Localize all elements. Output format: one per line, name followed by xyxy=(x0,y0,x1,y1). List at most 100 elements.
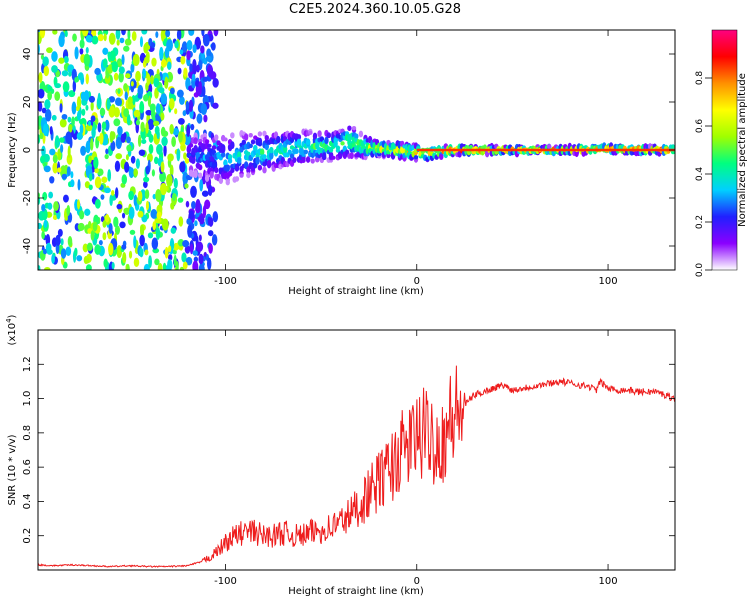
spectrogram-noise-blob xyxy=(108,222,113,234)
spectrogram-noise-blob xyxy=(180,55,186,65)
spectrogram-noise-blob xyxy=(85,257,90,264)
spectrogram-noise-blob xyxy=(153,156,159,165)
spectrogram-noise-blob xyxy=(195,198,201,211)
spectrogram-noise-blob xyxy=(212,77,219,88)
y-tick-label: 0.6 xyxy=(22,459,33,475)
spectrogram-noise-blob xyxy=(144,249,149,256)
spectrogram-noise-blob xyxy=(70,179,75,188)
spectrogram-noise-blob xyxy=(139,234,145,247)
spectrogram-noise-blob xyxy=(114,187,119,199)
spectrogram-noise-blob xyxy=(102,58,108,69)
spectrogram-noise-blob xyxy=(67,236,73,247)
spectrogram-noise-blob xyxy=(76,132,83,141)
spectrogram-noise-blob xyxy=(201,190,209,197)
spectrogram-ridge-blob xyxy=(220,151,226,158)
spectrogram-noise-blob xyxy=(207,257,212,270)
spectrogram-ridge-blob xyxy=(546,144,552,149)
spectrogram-noise-blob xyxy=(164,47,170,59)
spectrogram-noise-blob xyxy=(42,123,49,136)
spectrogram-noise-blob xyxy=(172,249,177,255)
spectrogram-noise-blob xyxy=(143,176,150,183)
spectrogram-noise-blob xyxy=(145,200,149,211)
spectrogram-noise-blob xyxy=(99,132,104,145)
spectrogram-ridge-blob xyxy=(296,138,302,146)
colorbar-tick-label: 0.4 xyxy=(695,167,705,182)
spectrogram-ridge-blob xyxy=(315,157,320,163)
spectrogram-noise-blob xyxy=(198,81,202,91)
y-tick-label: -20 xyxy=(22,190,33,206)
spectrogram-noise-blob xyxy=(43,219,48,228)
spectrogram-noise-blob xyxy=(94,176,102,189)
spectrogram-noise-blob xyxy=(97,34,104,42)
spectrogram-noise-blob xyxy=(83,53,91,67)
spectrogram-noise-blob xyxy=(72,79,77,93)
spectrogram-noise-blob xyxy=(54,91,61,102)
spectrogram-noise-blob xyxy=(51,114,57,121)
spectrogram-ridge-blob xyxy=(234,165,240,172)
spectrogram-noise-blob xyxy=(182,110,187,117)
spectrogram-x-ticks: -100 0 100 xyxy=(214,30,618,287)
spectrogram-noise-blob xyxy=(71,101,77,115)
spectrogram-noise-blob xyxy=(40,155,46,164)
spectrogram-ridge-blob xyxy=(225,164,230,169)
spectrogram-noise-blob xyxy=(61,113,68,120)
spectrogram-noise-blob xyxy=(55,234,61,247)
spectrogram-noise-blob xyxy=(126,136,131,144)
spectrogram-noise-blob xyxy=(85,47,89,54)
spectrogram-noise-blob xyxy=(143,180,148,189)
spectrogram-noise-blob xyxy=(62,81,70,93)
spectrogram-noise-blob xyxy=(202,76,209,82)
spectrogram-noise-blob xyxy=(191,200,196,210)
spectrogram-noise-blob xyxy=(187,224,193,238)
spectrogram-noise-blob xyxy=(97,92,101,104)
spectrogram-noise-blob xyxy=(90,115,96,122)
spectrogram-noise-blob xyxy=(201,30,205,37)
spectrogram-noise-blob xyxy=(199,215,205,225)
y-tick-label: 0.8 xyxy=(22,425,33,441)
spectrogram-noise-blob xyxy=(198,253,204,265)
spectrogram-ridge-blob xyxy=(243,161,249,169)
spectrogram-noise-blob xyxy=(126,144,132,152)
spectrogram-noise-blob xyxy=(189,63,193,73)
spectrogram-noise-blob xyxy=(105,148,109,155)
spectrogram-noise-blob xyxy=(39,132,44,140)
spectrogram-noise-blob xyxy=(63,194,69,203)
snr-x-ticks: -100 0 100 xyxy=(214,330,618,587)
spectrogram-noise-blob xyxy=(74,46,79,60)
spectrogram-noise-blob xyxy=(168,254,173,261)
spectrogram-noise-blob xyxy=(42,248,48,255)
spectrogram-noise-blob xyxy=(151,57,157,67)
spectrogram-ridge-blob xyxy=(248,132,253,138)
spectrogram-ridge-blob xyxy=(338,152,343,160)
spectrogram-noise-blob xyxy=(67,145,71,158)
spectrogram-ridge-blob xyxy=(310,158,315,164)
spectrogram-noise-blob xyxy=(116,203,123,210)
spectrogram-noise-blob xyxy=(51,254,55,264)
spectrogram-noise-blob xyxy=(153,120,160,127)
spectrogram-noise-blob xyxy=(51,65,58,73)
spectrogram-noise-blob xyxy=(168,245,172,253)
spectrogram-noise-blob xyxy=(61,173,68,180)
spectrogram-noise-blob xyxy=(183,67,188,78)
spectrogram-noise-blob xyxy=(167,153,174,162)
spectrogram-noise-blob xyxy=(145,109,153,116)
spectrogram-noise-blob xyxy=(85,73,89,85)
spectrogram-noise-blob xyxy=(107,169,112,182)
spectrogram-noise-blob xyxy=(200,103,208,115)
spectrogram-noise-blob xyxy=(70,171,74,179)
spectrogram-noise-blob xyxy=(179,266,185,270)
spectrogram-noise-blob xyxy=(133,194,138,207)
spectrogram-noise-blob xyxy=(210,42,216,51)
y-tick-label: 40 xyxy=(22,48,33,61)
spectrogram-noise-blob xyxy=(41,107,47,114)
spectrogram-ridge-blob xyxy=(253,145,258,151)
spectrogram-noise-blob xyxy=(130,155,136,164)
spectrogram-ridge-blob xyxy=(214,167,219,174)
spectrogram-noise-blob xyxy=(139,36,144,48)
spectrogram-ridge-blob xyxy=(340,141,345,146)
spectrogram-ridge-blob xyxy=(257,141,263,147)
spectrogram-noise-blob xyxy=(147,118,155,131)
y-tick-label: -40 xyxy=(22,238,33,254)
spectrogram-ridge-blob xyxy=(218,177,224,185)
